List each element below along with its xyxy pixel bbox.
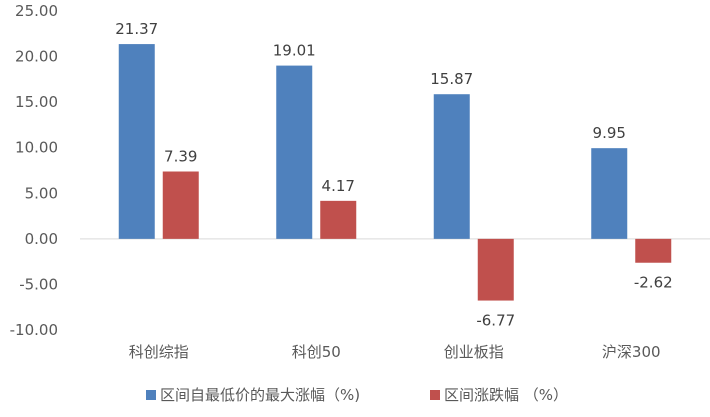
data-labels: 21.37 7.39 19.01 4.17 15.87 -6.77 9.95 -2.62	[115, 20, 672, 329]
y-tick-label: -10.00	[10, 321, 58, 339]
bar-series1-4	[591, 148, 628, 239]
bar-series2-4	[635, 238, 672, 263]
bar-series1-2	[276, 65, 313, 239]
y-tick-label: 25.00	[15, 2, 58, 20]
bar-series1-1	[118, 44, 155, 239]
bar-series2-1	[162, 171, 199, 239]
y-axis-tick-labels: 25.00 20.00 15.00 10.00 5.00 0.00 -5.00 -10.00	[10, 2, 58, 339]
legend: 区间自最低价的最大涨幅（%) 区间涨跌幅 （%）	[146, 386, 568, 404]
legend-label: 区间涨跌幅 （%）	[444, 386, 568, 404]
y-tick-label: 15.00	[15, 93, 58, 111]
category-label: 沪深300	[602, 343, 661, 361]
data-label-series2-1: 7.39	[164, 148, 197, 166]
category-label: 科创50	[292, 343, 341, 361]
data-label-series1-2: 19.01	[273, 42, 316, 60]
category-label: 科创综指	[129, 343, 189, 361]
data-label-series2-2: 4.17	[322, 177, 355, 195]
bar-series1-3	[433, 94, 470, 239]
x-axis-category-labels: 科创综指 科创50 创业板指 沪深300	[129, 343, 661, 361]
bar-series2-3	[477, 238, 514, 301]
legend-swatch	[430, 390, 440, 400]
data-label-series1-3: 15.87	[430, 70, 473, 88]
bar-series2-2	[320, 200, 357, 239]
legend-label: 区间自最低价的最大涨幅（%)	[160, 386, 360, 404]
bar-marks	[118, 44, 672, 301]
data-label-series1-1: 21.37	[115, 20, 158, 38]
y-tick-label: -5.00	[19, 275, 58, 293]
data-label-series1-4: 9.95	[593, 124, 626, 142]
y-tick-label: 20.00	[15, 48, 58, 66]
category-label: 创业板指	[444, 343, 504, 361]
y-tick-label: 5.00	[25, 184, 58, 202]
legend-swatch	[146, 390, 156, 400]
y-tick-label: 10.00	[15, 139, 58, 157]
y-tick-label: 0.00	[25, 230, 58, 248]
data-label-series2-3: -6.77	[476, 312, 515, 330]
data-label-series2-4: -2.62	[634, 274, 673, 292]
